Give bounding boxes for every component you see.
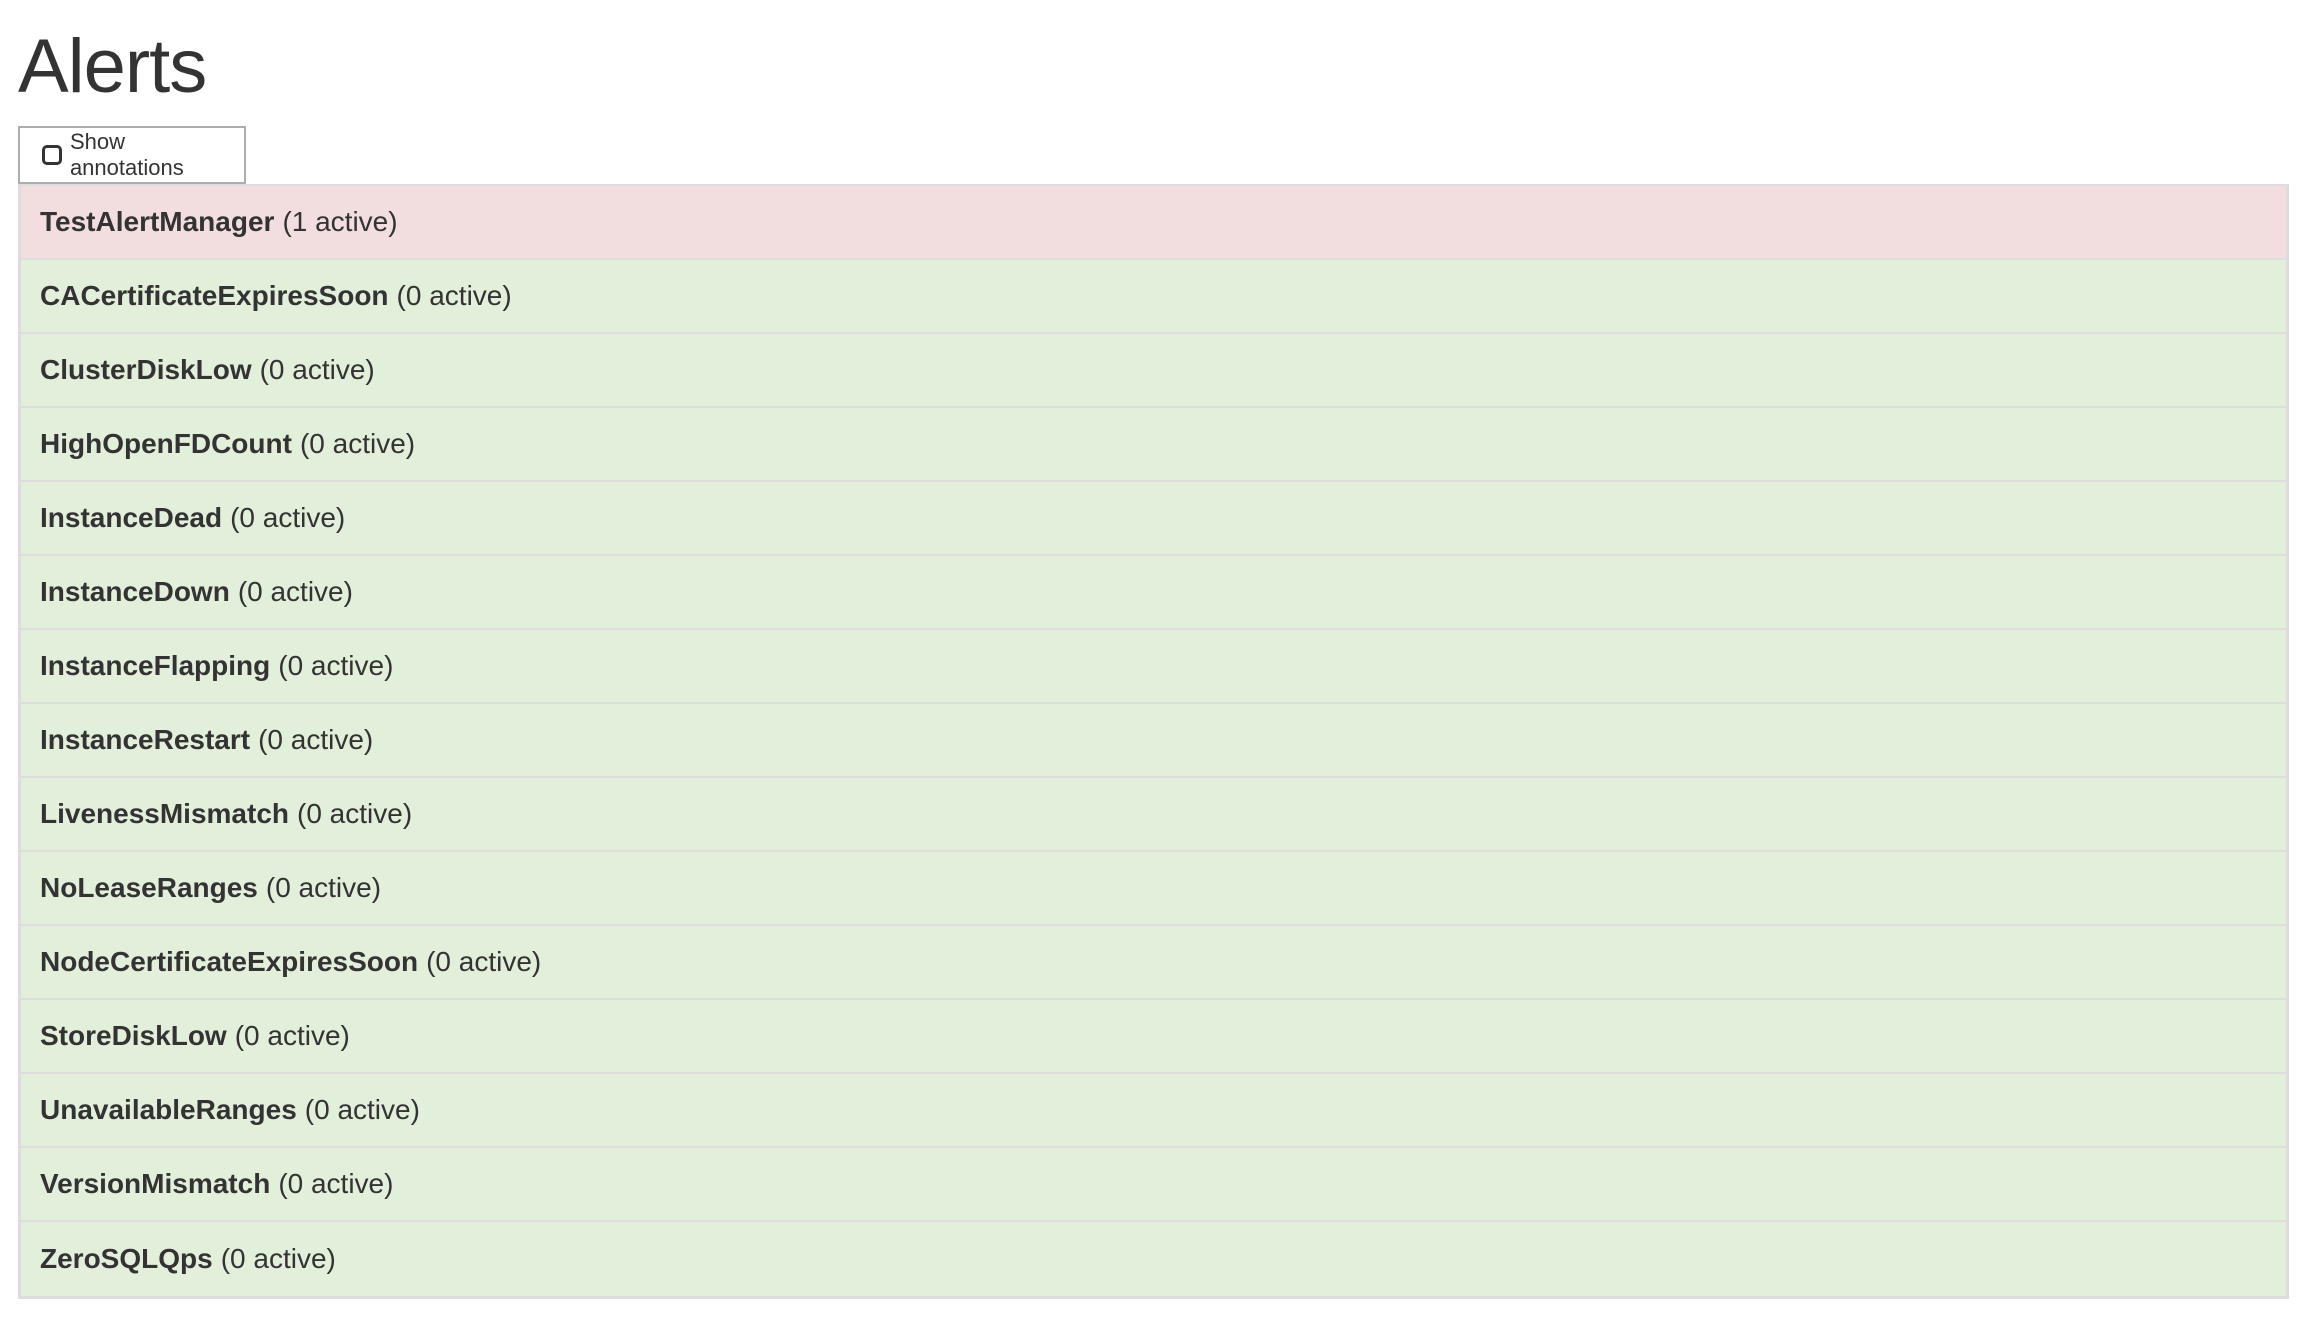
alert-list: TestAlertManager (1 active) CACertificateE… [18,184,2289,1299]
alert-active-count: (0 active) [299,428,416,459]
alert-active-count: (0 active) [258,724,374,755]
alert-row[interactable]: InstanceDown (0 active) [21,556,2286,630]
alert-name: LivenessMismatch [40,798,289,829]
checkbox-icon[interactable] [42,145,62,165]
alert-row[interactable]: InstanceFlapping (0 active) [21,630,2286,704]
show-annotations-toggle[interactable]: Show annotations [18,126,246,184]
alert-name: CACertificateExpiresSoon [40,280,389,311]
alert-row[interactable]: ClusterDiskLow (0 active) [21,334,2286,408]
alert-name: UnavailableRanges [40,1094,297,1125]
alert-name: InstanceDown [40,576,230,607]
alert-row[interactable]: UnavailableRanges (0 active) [21,1074,2286,1148]
alert-row[interactable]: InstanceDead (0 active) [21,482,2286,556]
alert-name: TestAlertManager [40,206,275,237]
alert-row[interactable]: CACertificateExpiresSoon (0 active) [21,260,2286,334]
alert-active-count: (0 active) [426,946,542,977]
alert-name: HighOpenFDCount [40,428,292,459]
alert-active-count: (0 active) [259,354,375,385]
alert-active-count: (0 active) [265,872,382,903]
alert-active-count: (0 active) [230,502,346,533]
alert-active-count: (0 active) [278,1168,394,1199]
alert-row[interactable]: InstanceRestart (0 active) [21,704,2286,778]
alert-name: NodeCertificateExpiresSoon [40,946,419,977]
alert-active-count: (0 active) [237,576,353,607]
show-annotations-label: Show annotations [69,129,184,180]
alert-name: InstanceRestart [40,724,251,755]
alert-active-count: (1 active) [282,206,398,237]
alert-active-count: (0 active) [220,1243,336,1274]
alert-row[interactable]: VersionMismatch (0 active) [21,1148,2286,1222]
alert-name: VersionMismatch [40,1168,271,1199]
alert-row[interactable]: TestAlertManager (1 active) [21,186,2286,260]
alert-name: StoreDiskLow [40,1020,227,1051]
alert-name: ClusterDiskLow [40,354,252,385]
alert-name: ZeroSQLQps [40,1243,213,1274]
alert-name: InstanceFlapping [40,650,271,681]
alert-row[interactable]: ZeroSQLQps (0 active) [21,1222,2286,1296]
alert-active-count: (0 active) [234,1020,350,1051]
alert-row[interactable]: NodeCertificateExpiresSoon (0 active) [21,926,2286,1000]
alert-row[interactable]: NoLeaseRanges (0 active) [21,852,2286,926]
alert-active-count: (0 active) [396,280,512,311]
alert-active-count: (0 active) [304,1094,420,1125]
alert-name: InstanceDead [40,502,223,533]
alert-name: NoLeaseRanges [40,872,258,903]
alert-row[interactable]: StoreDiskLow (0 active) [21,1000,2286,1074]
alert-active-count: (0 active) [278,650,394,681]
alert-row[interactable]: LivenessMismatch (0 active) [21,778,2286,852]
alert-row[interactable]: HighOpenFDCount (0 active) [21,408,2286,482]
page-title: Alerts [18,24,207,109]
alert-active-count: (0 active) [297,798,413,829]
